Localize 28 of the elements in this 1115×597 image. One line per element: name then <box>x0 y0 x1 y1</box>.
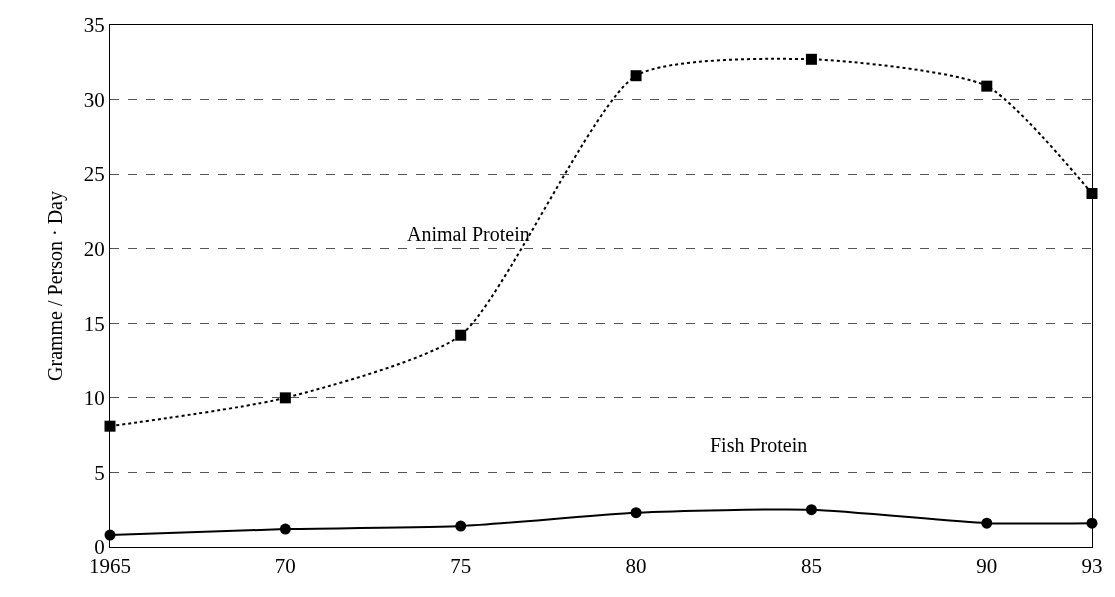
x-tick-label: 80 <box>625 554 647 579</box>
y-tick-label: 15 <box>83 311 105 336</box>
point <box>455 329 467 341</box>
point <box>455 520 467 532</box>
x-tick-label: 93 <box>1081 554 1103 579</box>
y-tick-label: 30 <box>83 87 105 112</box>
point <box>630 507 642 519</box>
point <box>805 53 817 65</box>
x-tick-label: 90 <box>976 554 998 579</box>
point <box>104 420 116 432</box>
y-axis-title: Gramme / Person · Day <box>44 191 68 381</box>
y-tick-label: 25 <box>83 162 105 187</box>
point <box>981 80 993 92</box>
x-tick-label: 75 <box>450 554 472 579</box>
y-tick-label: 35 <box>83 13 105 38</box>
point <box>981 517 993 529</box>
y-tick-label: 20 <box>83 237 105 262</box>
point <box>279 523 291 535</box>
x-tick-label: 85 <box>800 554 822 579</box>
series-label: Animal Protein <box>407 223 530 245</box>
point <box>279 392 291 404</box>
text: Fish Protein <box>710 434 808 456</box>
point <box>630 70 642 82</box>
y-tick-label: 10 <box>83 386 105 411</box>
point <box>1086 188 1098 200</box>
x-tick-label: 70 <box>274 554 296 579</box>
point <box>805 504 817 516</box>
y-tick-label: 5 <box>94 460 105 485</box>
